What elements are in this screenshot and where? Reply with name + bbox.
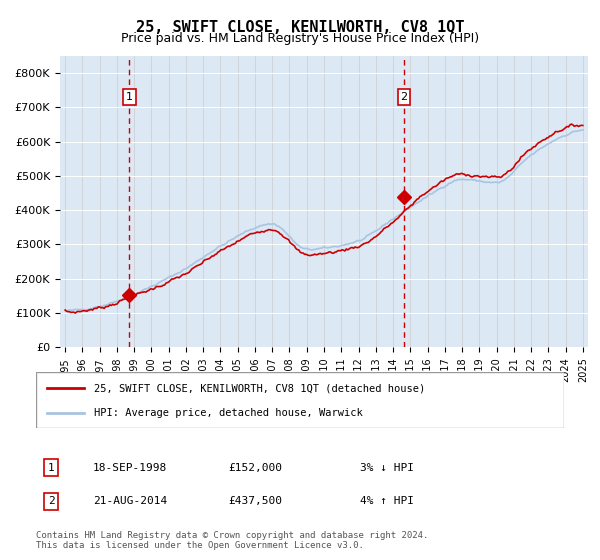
Text: 2: 2	[47, 496, 55, 506]
FancyBboxPatch shape	[36, 372, 564, 428]
Text: 18-SEP-1998: 18-SEP-1998	[93, 463, 167, 473]
Text: 25, SWIFT CLOSE, KENILWORTH, CV8 1QT (detached house): 25, SWIFT CLOSE, KENILWORTH, CV8 1QT (de…	[94, 383, 425, 393]
Text: 1: 1	[126, 92, 133, 102]
Text: 21-AUG-2014: 21-AUG-2014	[93, 496, 167, 506]
Text: HPI: Average price, detached house, Warwick: HPI: Average price, detached house, Warw…	[94, 408, 363, 418]
Text: 1: 1	[47, 463, 55, 473]
Text: 2: 2	[401, 92, 407, 102]
Text: 3% ↓ HPI: 3% ↓ HPI	[360, 463, 414, 473]
Text: 25, SWIFT CLOSE, KENILWORTH, CV8 1QT: 25, SWIFT CLOSE, KENILWORTH, CV8 1QT	[136, 20, 464, 35]
Text: Contains HM Land Registry data © Crown copyright and database right 2024.
This d: Contains HM Land Registry data © Crown c…	[36, 530, 428, 550]
Text: 4% ↑ HPI: 4% ↑ HPI	[360, 496, 414, 506]
Text: Price paid vs. HM Land Registry's House Price Index (HPI): Price paid vs. HM Land Registry's House …	[121, 32, 479, 45]
Text: £437,500: £437,500	[228, 496, 282, 506]
Text: £152,000: £152,000	[228, 463, 282, 473]
